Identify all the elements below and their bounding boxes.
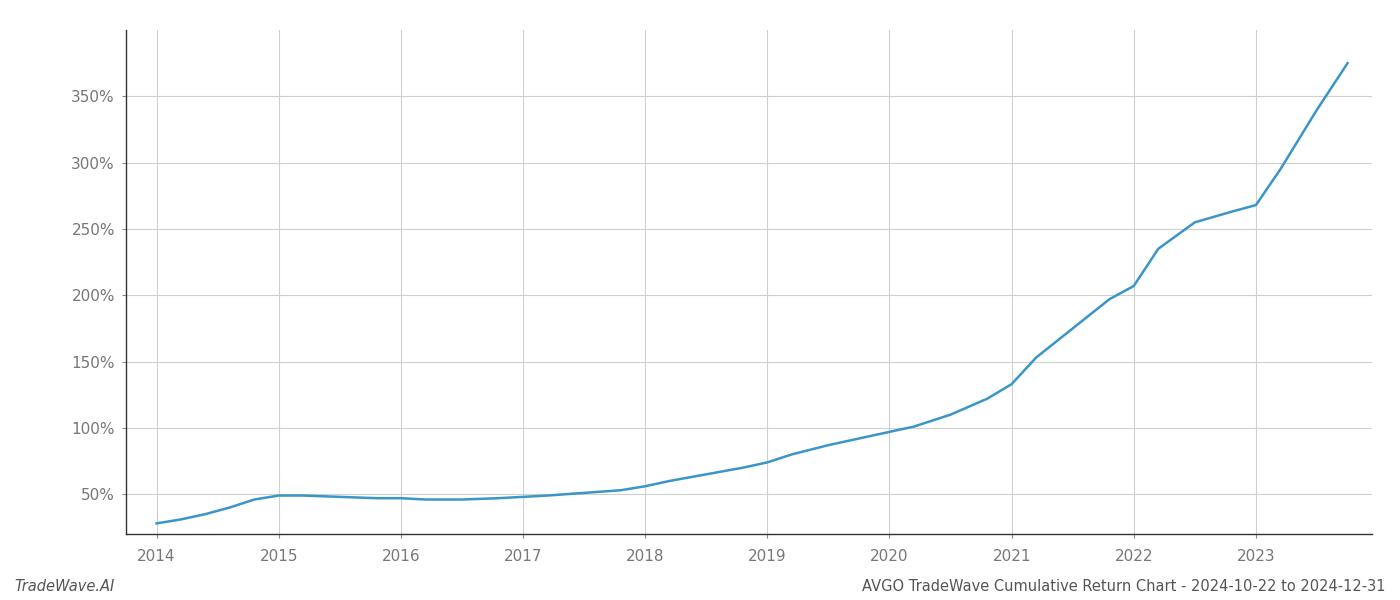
Text: TradeWave.AI: TradeWave.AI — [14, 579, 115, 594]
Text: AVGO TradeWave Cumulative Return Chart - 2024-10-22 to 2024-12-31: AVGO TradeWave Cumulative Return Chart -… — [862, 579, 1386, 594]
